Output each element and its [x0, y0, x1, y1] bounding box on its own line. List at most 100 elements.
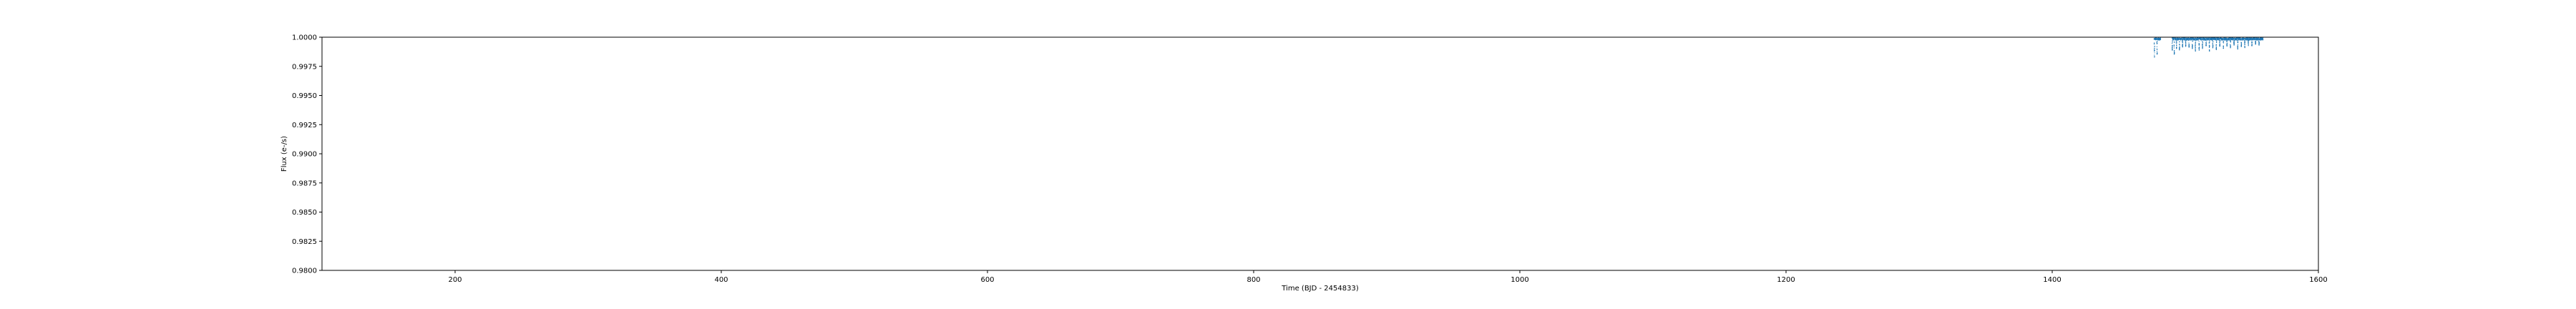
data-point	[2160, 37, 2161, 39]
data-point	[2251, 41, 2253, 43]
data-point	[2240, 44, 2243, 45]
data-point	[2202, 42, 2203, 44]
data-point	[2190, 39, 2191, 41]
data-point	[2182, 42, 2183, 44]
data-point	[2185, 37, 2187, 39]
data-point	[2215, 46, 2217, 48]
x-tick-label: 1600	[2309, 276, 2327, 284]
data-point	[2208, 39, 2210, 40]
data-point	[2176, 48, 2177, 49]
x-axis-label: Time (BJD - 2454833)	[1281, 285, 1359, 293]
data-point	[2176, 41, 2177, 43]
data-point	[2251, 42, 2253, 44]
data-point	[2212, 39, 2213, 40]
data-point	[2212, 41, 2214, 42]
data-point	[2173, 47, 2175, 49]
x-tick-label: 600	[980, 276, 994, 284]
data-point	[2193, 38, 2195, 39]
data-point	[2219, 41, 2220, 43]
data-point	[2176, 44, 2177, 46]
data-point	[2248, 37, 2250, 39]
data-point	[2233, 37, 2235, 39]
data-point	[2198, 48, 2200, 49]
data-point	[2206, 37, 2207, 39]
data-point	[2185, 41, 2186, 43]
data-point	[2236, 39, 2238, 40]
data-point	[2209, 46, 2210, 47]
data-point	[2197, 39, 2200, 41]
data-point	[2216, 42, 2218, 44]
data-point	[2251, 44, 2253, 46]
y-tick-label: 0.9950	[292, 92, 317, 100]
data-point	[2185, 44, 2187, 46]
plot-frame	[321, 36, 2319, 271]
y-tick-label: 0.9975	[292, 63, 317, 71]
data-point	[2203, 37, 2205, 39]
data-point	[2237, 38, 2238, 39]
y-tick-label: 0.9925	[292, 122, 317, 129]
data-point	[2233, 44, 2235, 46]
data-point	[2174, 52, 2175, 54]
data-point	[2156, 37, 2157, 39]
data-point	[2251, 44, 2253, 45]
data-point	[2185, 39, 2187, 41]
data-point	[2209, 49, 2210, 51]
data-point	[2174, 50, 2175, 52]
data-point	[2202, 39, 2204, 41]
data-point	[2182, 46, 2183, 48]
data-point	[2185, 42, 2187, 44]
x-tick-label: 1000	[1511, 276, 1528, 284]
y-tick-label: 0.9825	[292, 238, 317, 246]
data-point	[2174, 41, 2175, 44]
data-point	[2185, 39, 2187, 40]
data-point	[2212, 46, 2214, 48]
data-point	[2173, 45, 2175, 46]
data-point	[2240, 42, 2243, 44]
data-point	[2154, 52, 2155, 54]
data-point	[2177, 37, 2178, 39]
data-point	[2158, 37, 2160, 39]
data-point	[2178, 37, 2180, 39]
data-point	[2244, 39, 2245, 41]
data-point	[2195, 41, 2197, 43]
data-point	[2226, 42, 2228, 44]
data-point	[2174, 41, 2175, 42]
data-point	[2212, 42, 2213, 44]
data-point	[2195, 40, 2197, 41]
data-point	[2179, 47, 2180, 49]
data-point	[2160, 39, 2162, 41]
data-point	[2154, 54, 2155, 56]
y-axis-label: Flux (e-/s)	[280, 136, 288, 172]
data-point	[2233, 41, 2235, 43]
data-point	[2197, 37, 2199, 39]
x-tick-label: 200	[448, 276, 462, 284]
data-point	[2202, 41, 2203, 43]
data-point	[2205, 39, 2207, 41]
data-point	[2258, 42, 2260, 44]
data-point	[2197, 39, 2199, 41]
data-point	[2179, 49, 2180, 51]
data-point	[2241, 39, 2243, 41]
data-point	[2198, 46, 2200, 48]
data-point	[2188, 45, 2190, 46]
data-point	[2244, 44, 2245, 46]
data-point	[2226, 39, 2228, 41]
data-point	[2237, 41, 2238, 43]
data-point	[2223, 42, 2225, 44]
data-point	[2212, 45, 2214, 46]
data-point	[2154, 48, 2155, 49]
data-point	[2223, 46, 2224, 48]
data-point	[2220, 37, 2222, 39]
data-point	[2258, 41, 2260, 43]
x-tick-label: 1400	[2043, 276, 2061, 284]
data-point	[2248, 45, 2249, 46]
data-point	[2198, 44, 2200, 46]
data-point	[2218, 39, 2220, 40]
data-point	[2188, 40, 2190, 41]
data-point	[2195, 43, 2196, 44]
data-point	[2173, 44, 2175, 46]
data-point	[2179, 46, 2180, 47]
data-point	[2188, 37, 2190, 39]
data-point	[2251, 38, 2253, 39]
